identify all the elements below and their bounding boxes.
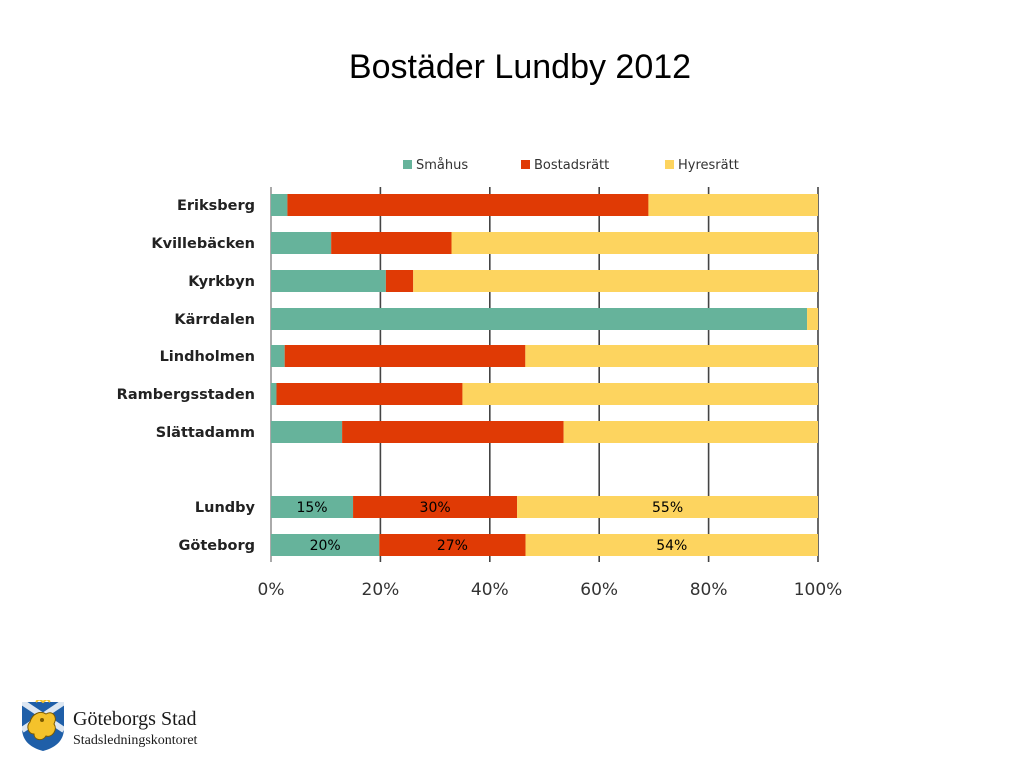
goteborg-crest-icon — [20, 700, 66, 751]
x-tick-label: 40% — [471, 580, 509, 600]
bar-segment — [271, 421, 343, 443]
bar-segment — [271, 496, 354, 518]
bar-segment — [563, 421, 818, 443]
page-title: Bostäder Lundby 2012 — [348, 48, 692, 86]
bar-segment — [525, 534, 818, 556]
legend-swatch — [665, 160, 674, 169]
legend-label: Bostadsrätt — [534, 158, 609, 173]
category-label: Eriksberg — [177, 198, 255, 214]
bar-segment — [287, 194, 649, 216]
labels: Eriksberg Kvillebäcken Kyrkbyn Kärrdalen Lin… — [117, 198, 843, 600]
bar-segment — [517, 496, 818, 518]
x-tick-label: 60% — [580, 580, 618, 600]
data-label: 55% — [652, 500, 683, 516]
bar-segment — [385, 270, 414, 292]
bar-segment — [276, 383, 463, 405]
bar-segment — [271, 232, 332, 254]
bar-segment — [271, 383, 277, 405]
legend-swatch — [403, 160, 412, 169]
data-label: 27% — [437, 538, 468, 554]
category-label: Lindholmen — [160, 349, 255, 365]
bar-segment — [271, 308, 808, 330]
bar-segment — [525, 345, 818, 367]
bar-segment — [271, 534, 380, 556]
bar-segment — [284, 345, 526, 367]
legend: Småhus Bostadsrätt Hyresrätt — [403, 158, 739, 173]
legend-label: Småhus — [416, 158, 468, 173]
org-department: Stadsledningskontoret — [73, 733, 198, 748]
legend-swatch — [521, 160, 530, 169]
org-name: Göteborgs Stad — [73, 708, 197, 730]
category-label: Göteborg — [178, 538, 255, 554]
category-label: Lundby — [195, 500, 256, 516]
category-label: Kärrdalen — [174, 312, 255, 328]
bar-segment — [271, 270, 386, 292]
bar-segment — [413, 270, 818, 292]
legend-label: Hyresrätt — [678, 158, 739, 173]
data-label: 54% — [656, 538, 687, 554]
bar-segment — [342, 421, 564, 443]
bar-segment — [451, 232, 818, 254]
category-label: Rambergsstaden — [117, 387, 255, 403]
bars — [271, 194, 818, 556]
category-label: Kvillebäcken — [151, 236, 255, 252]
x-tick-label: 80% — [690, 580, 728, 600]
bar-segment — [648, 194, 818, 216]
bar-segment — [807, 308, 818, 330]
data-label: 20% — [310, 538, 341, 554]
bar-segment — [462, 383, 818, 405]
data-label: 30% — [420, 500, 451, 516]
category-label: Kyrkbyn — [188, 274, 255, 290]
x-tick-label: 20% — [362, 580, 400, 600]
x-tick-label: 0% — [258, 580, 285, 600]
x-tick-label: 100% — [794, 580, 843, 600]
bar-segment — [353, 496, 518, 518]
data-label: 15% — [296, 500, 327, 516]
bar-segment — [331, 232, 452, 254]
stacked-bar-chart: Eriksberg Kvillebäcken Kyrkbyn Kärrdalen Lin… — [117, 158, 843, 600]
bar-segment — [379, 534, 526, 556]
bar-segment — [271, 194, 288, 216]
category-label: Slättadamm — [156, 425, 255, 441]
bar-segment — [271, 345, 285, 367]
